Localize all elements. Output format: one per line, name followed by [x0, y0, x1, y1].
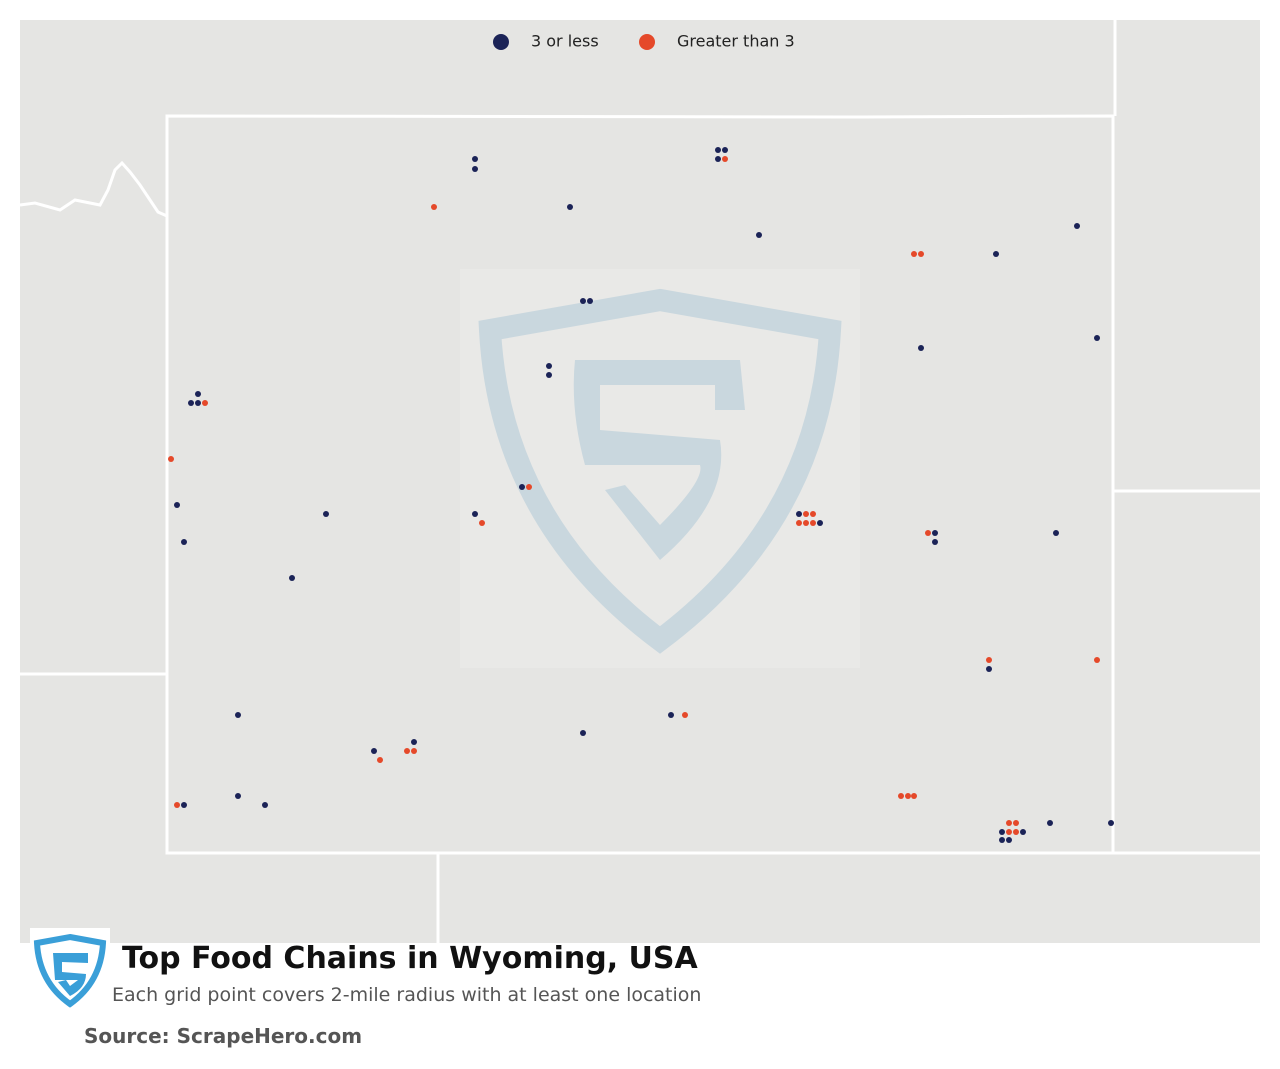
location-dot: [932, 539, 938, 545]
location-dot: [580, 298, 586, 304]
location-dot: [668, 712, 674, 718]
location-dot: [905, 793, 911, 799]
location-dot: [546, 363, 552, 369]
location-dot: [411, 748, 417, 754]
location-dot: [546, 372, 552, 378]
location-dot: [587, 298, 593, 304]
location-dot: [519, 484, 525, 490]
location-dot: [1020, 829, 1026, 835]
location-dot: [817, 520, 823, 526]
location-dot: [1047, 820, 1053, 826]
borders: [19, 20, 1260, 943]
location-dot: [986, 666, 992, 672]
location-dot: [1013, 829, 1019, 835]
location-dot: [722, 156, 728, 162]
location-dot: [580, 730, 586, 736]
location-dot: [181, 802, 187, 808]
location-dot: [715, 156, 721, 162]
legend-marker: [639, 34, 655, 50]
location-dot: [371, 748, 377, 754]
location-dot: [1006, 829, 1012, 835]
location-dot: [472, 156, 478, 162]
location-dot: [411, 739, 417, 745]
location-dot: [803, 520, 809, 526]
logo: [30, 928, 110, 1008]
location-dot: [796, 520, 802, 526]
title: Top Food Chains in Wyoming, USA: [122, 941, 699, 976]
legend-marker: [493, 34, 509, 50]
location-dot: [682, 712, 688, 718]
subtitle: Each grid point covers 2-mile radius wit…: [112, 984, 701, 1006]
location-dot: [404, 748, 410, 754]
location-dot: [986, 657, 992, 663]
location-dot: [918, 345, 924, 351]
location-dot: [1006, 837, 1012, 843]
location-dot: [377, 757, 383, 763]
location-dot: [999, 837, 1005, 843]
location-dot: [168, 456, 174, 462]
location-dot: [796, 511, 802, 517]
location-dot: [526, 484, 532, 490]
location-dot: [918, 251, 924, 257]
location-dot: [479, 520, 485, 526]
location-dot: [1074, 223, 1080, 229]
location-dot: [756, 232, 762, 238]
location-dot: [195, 400, 201, 406]
watermark: [460, 269, 860, 668]
location-dot: [1094, 335, 1100, 341]
location-dot: [722, 147, 728, 153]
location-dot: [1006, 820, 1012, 826]
legend-label: Greater than 3: [677, 32, 795, 51]
location-dot: [235, 712, 241, 718]
location-dot: [715, 147, 721, 153]
location-dot: [803, 511, 809, 517]
location-dot: [898, 793, 904, 799]
location-dot: [567, 204, 573, 210]
location-dot: [472, 511, 478, 517]
location-dot: [202, 400, 208, 406]
location-dot: [810, 511, 816, 517]
location-dot: [925, 530, 931, 536]
location-dot: [911, 251, 917, 257]
location-dot: [195, 391, 201, 397]
location-dot: [993, 251, 999, 257]
location-dot: [262, 802, 268, 808]
location-dot: [911, 793, 917, 799]
location-dot: [472, 166, 478, 172]
location-dot: [999, 829, 1005, 835]
location-dot: [1013, 820, 1019, 826]
location-dot: [1053, 530, 1059, 536]
location-dot: [181, 539, 187, 545]
source: Source: ScrapeHero.com: [84, 1024, 362, 1048]
location-dot: [1094, 657, 1100, 663]
location-dot: [932, 530, 938, 536]
legend: 3 or less Greater than 3: [493, 32, 795, 51]
location-dot: [323, 511, 329, 517]
location-dot: [188, 400, 194, 406]
location-dot: [174, 502, 180, 508]
location-dot: [1108, 820, 1114, 826]
legend-label: 3 or less: [531, 32, 599, 51]
locations: [168, 147, 1114, 843]
location-dot: [235, 793, 241, 799]
location-dot: [174, 802, 180, 808]
location-dot: [810, 520, 816, 526]
location-dot: [289, 575, 295, 581]
location-dot: [431, 204, 437, 210]
